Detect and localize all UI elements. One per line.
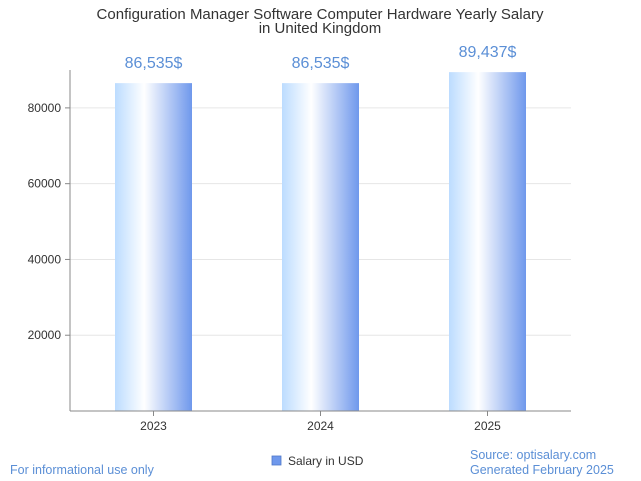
chart-title-line-1: Configuration Manager Software Computer … (97, 6, 544, 23)
x-tick-label: 2023 (140, 419, 167, 433)
footer-generated: Generated February 2025 (470, 463, 614, 477)
chart-title-line-2: in United Kingdom (259, 20, 382, 37)
x-tick-label: 2025 (474, 419, 501, 433)
footer-disclaimer: For informational use only (10, 463, 155, 477)
data-labels: 86,535$ 86,535$ 89,437$ (125, 44, 517, 72)
y-tick-label: 60000 (28, 177, 62, 191)
data-label-2023: 86,535$ (125, 55, 183, 72)
y-tick-label: 80000 (28, 101, 62, 115)
x-tick-label: 2024 (307, 419, 334, 433)
y-axis-ticks: 20000 40000 60000 80000 (28, 101, 70, 342)
x-axis-ticks: 2023 2024 2025 (140, 411, 501, 433)
y-tick-label: 40000 (28, 252, 62, 266)
footer-source: Source: optisalary.com (470, 448, 596, 462)
bar-2024 (282, 83, 359, 411)
legend: Salary in USD (271, 454, 364, 468)
bar-2023 (115, 83, 192, 411)
bar-2025 (449, 72, 526, 411)
bars (115, 72, 526, 411)
data-label-2024: 86,535$ (292, 55, 350, 72)
data-label-2025: 89,437$ (459, 44, 517, 61)
y-tick-label: 20000 (28, 328, 62, 342)
legend-label: Salary in USD (288, 454, 364, 468)
legend-swatch (271, 455, 282, 466)
